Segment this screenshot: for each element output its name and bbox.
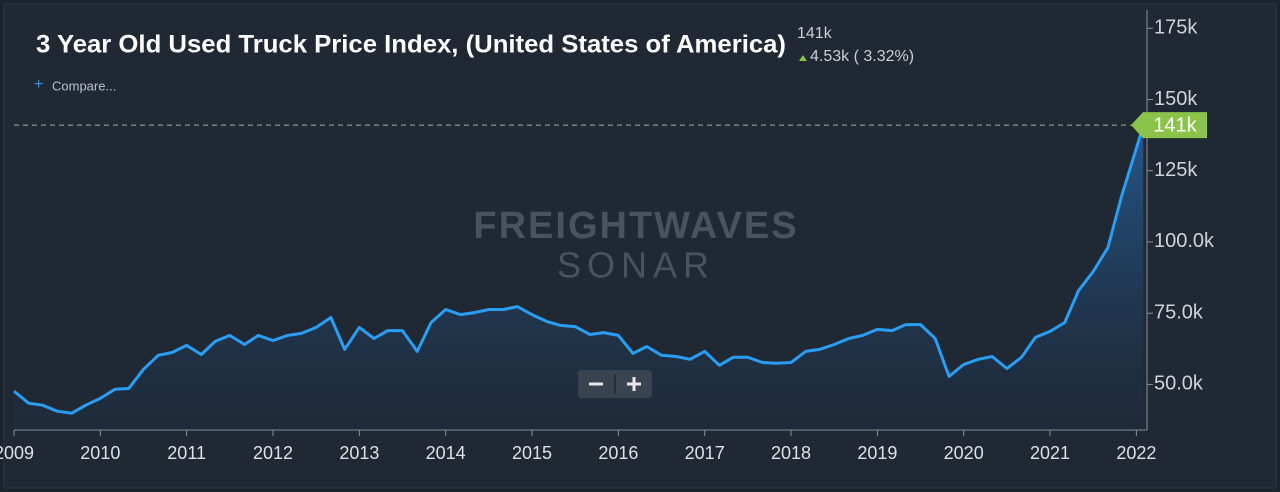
y-tick-label: 75.0k [1154,301,1204,323]
y-tick-label: 125k [1154,159,1198,181]
chart-title: 3 Year Old Used Truck Price Index, (Unit… [36,31,786,59]
x-tick-label: 2022 [1116,443,1156,463]
x-tick-label: 2013 [339,443,379,463]
change-value: 4.53k ( 3.32%) [810,48,914,65]
reference-pill [1131,112,1207,139]
y-tick-label: 100.0k [1154,230,1215,252]
x-tick-label: 2015 [512,443,552,463]
latest-value: 141k [797,25,833,42]
x-tick-label: 2019 [857,443,897,463]
x-tick-label: 2014 [426,443,466,463]
up-arrow [799,55,807,61]
reference-label: 141k [1153,114,1197,136]
plot: 50.0k 75.0k 100.0k 125k 150k 175k 2009 2010 2011… [0,10,1215,463]
x-tick-label: 2009 [0,443,34,463]
watermark-text: FREIGHTWAVES [473,205,798,247]
area [14,125,1144,430]
watermark: FREIGHTWAVES SONAR [473,205,798,286]
x-tick-label: 2012 [253,443,293,463]
x-tick-label: 2010 [80,443,120,463]
x-tick-label: 2020 [944,443,984,463]
y-tick-label: 175k [1154,17,1198,39]
y-tick-label: 50.0k [1154,373,1204,395]
watermark-text: SONAR [557,245,715,286]
compare-link[interactable]: Compare... [52,78,116,93]
x-tick-label: 2021 [1030,443,1070,463]
x-tick-label: 2018 [771,443,811,463]
x-tick-label: 2017 [685,443,725,463]
x-tick-label: 2011 [167,443,206,463]
compare-plus[interactable]: + [34,76,43,93]
x-tick-label: 2016 [598,443,638,463]
y-tick-label: 150k [1154,88,1198,110]
line [13,124,1145,415]
zoom-controls [578,370,652,398]
